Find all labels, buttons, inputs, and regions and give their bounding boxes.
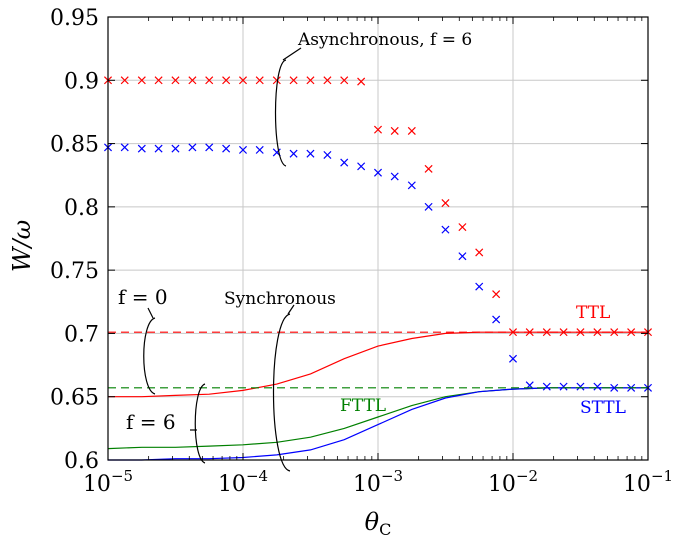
svg-text:θC: θC — [365, 508, 392, 538]
f0-label: f = 0 — [118, 285, 168, 309]
synchronous-label: Synchronous — [224, 289, 336, 309]
data-point — [289, 149, 298, 158]
async-brace — [274, 59, 287, 167]
data-point — [458, 223, 467, 232]
data-point — [306, 76, 315, 85]
data-point — [407, 126, 416, 135]
data-point — [340, 76, 349, 85]
data-point — [289, 76, 298, 85]
data-point — [154, 144, 163, 153]
data-point — [137, 76, 146, 85]
data-point — [272, 76, 281, 85]
data-point — [390, 126, 399, 135]
x-tick-label: 10−1 — [623, 467, 673, 497]
data-point — [255, 145, 264, 154]
ttl-label: TTL — [576, 303, 610, 323]
data-point — [171, 144, 180, 153]
y-tick-label: 0.9 — [64, 69, 99, 94]
data-point — [441, 199, 450, 208]
y-tick-label: 0.6 — [64, 449, 99, 474]
f6-label: f = 6 — [126, 410, 176, 434]
sync-brace — [272, 313, 291, 472]
data-point — [205, 76, 214, 85]
data-point — [508, 354, 518, 363]
data-point — [340, 158, 349, 167]
f0-brace — [143, 317, 156, 395]
data-point — [154, 76, 163, 85]
data-point — [576, 382, 585, 391]
data-point — [171, 76, 180, 85]
data-point — [188, 76, 197, 85]
data-point — [492, 315, 501, 324]
series-line — [108, 387, 648, 461]
data-point — [475, 282, 484, 291]
data-point — [357, 162, 366, 171]
data-point — [323, 150, 332, 159]
y-tick-label: 0.75 — [50, 259, 99, 284]
data-point — [120, 76, 129, 85]
plot-content — [103, 76, 653, 461]
y-tick-label: 0.8 — [64, 196, 99, 221]
y-tick-label: 0.65 — [50, 386, 99, 411]
y-tick-label: 0.95 — [50, 6, 99, 31]
data-point — [238, 76, 248, 85]
x-axis-label: θC — [365, 508, 392, 539]
x-tick-label: 10−3 — [353, 467, 403, 497]
sttl-label: STTL — [580, 398, 626, 418]
data-point — [306, 149, 315, 158]
data-point — [458, 252, 467, 261]
y-axis-label: W/ω — [8, 220, 36, 272]
data-point — [255, 76, 264, 85]
data-point — [373, 125, 383, 134]
ticks: 10−5 10−4 10−3 10−2 10−1 0.6 0.65 0.7 0.75 0.8 0.8… — [50, 6, 673, 497]
asynchronous-label: Asynchronous, f = 6 — [297, 30, 472, 50]
data-point — [492, 290, 501, 299]
data-point — [407, 181, 416, 190]
data-point — [424, 164, 433, 173]
data-point — [222, 144, 231, 153]
sync-leader — [287, 304, 295, 315]
y-tick-label: 0.85 — [50, 133, 99, 158]
plot-frame — [107, 16, 649, 461]
data-point — [593, 382, 602, 391]
x-tick-label: 10−5 — [83, 467, 133, 497]
data-point — [323, 76, 332, 85]
data-point — [238, 145, 248, 154]
data-point — [424, 202, 433, 211]
data-point — [188, 143, 197, 152]
x-tick-label: 10−4 — [218, 467, 268, 497]
data-point — [475, 248, 484, 257]
f0-leader — [147, 307, 154, 319]
data-point — [205, 143, 214, 152]
data-point — [222, 76, 231, 85]
data-point — [390, 172, 399, 181]
f6-brace — [194, 383, 206, 464]
fttl-label: FTTL — [340, 396, 386, 416]
data-point — [559, 382, 568, 391]
x-tick-label: 10−2 — [488, 467, 538, 497]
y-tick-label: 0.7 — [64, 322, 99, 347]
data-point — [120, 143, 129, 152]
async-leader — [282, 47, 302, 61]
data-point — [441, 225, 450, 234]
data-point — [137, 144, 146, 153]
data-point — [373, 168, 383, 177]
data-point — [542, 382, 551, 391]
data-point — [357, 77, 366, 86]
